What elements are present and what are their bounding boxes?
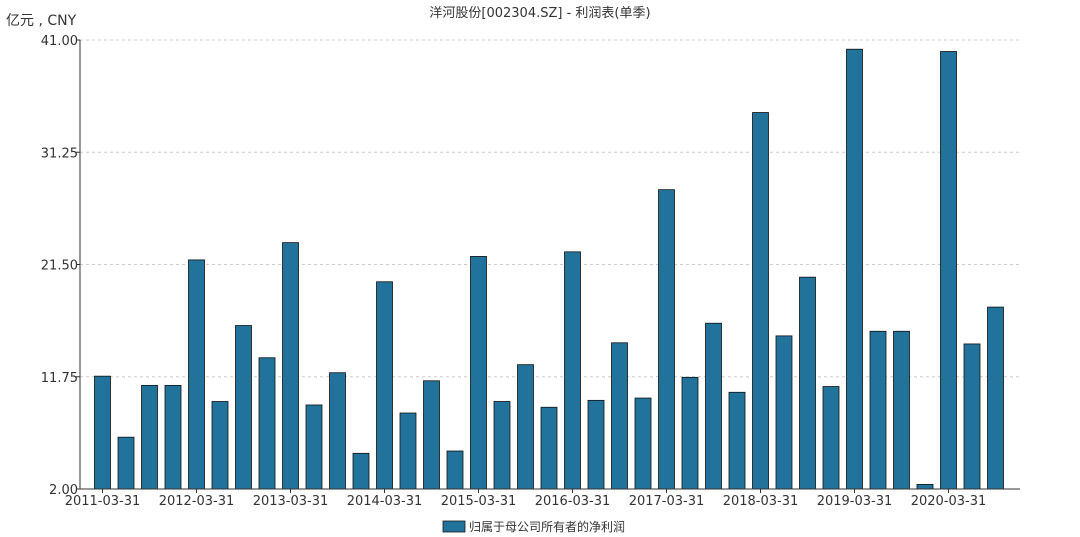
bar-2013-12-31 (352, 452, 370, 490)
x-tick-label: 2013-03-31 (253, 494, 329, 509)
bar-2019-09-30 (893, 330, 910, 490)
x-tick-label: 2015-03-31 (441, 494, 517, 509)
bar-2017-09-30 (705, 322, 722, 490)
gridlines (80, 39, 1020, 378)
unit-label: 亿元 , CNY (6, 13, 77, 29)
x-tick-label: 2017-03-31 (629, 494, 705, 509)
bar-2020-03-31 (940, 51, 957, 490)
bar-2012-06-30 (211, 401, 229, 490)
y-tick-label: 2.00 (49, 483, 78, 498)
bar-2013-09-30 (329, 372, 346, 490)
bar-2013-03-31 (282, 242, 299, 490)
bar-2016-03-31 (564, 251, 581, 490)
bar-2015-06-30 (493, 401, 511, 490)
y-tick-label: 31.25 (41, 146, 78, 161)
bar-2011-03-31 (94, 375, 111, 490)
legend[interactable]: 归属于母公司所有者的净利润 (442, 519, 625, 534)
chart-title: 洋河股份[002304.SZ] - 利润表(单季) (429, 6, 650, 21)
x-tick-label: 2016-03-31 (535, 494, 611, 509)
bar-2018-09-30 (799, 276, 816, 490)
bar-2019-03-31 (846, 48, 863, 490)
bar-2014-12-31 (446, 450, 464, 490)
x-tick-label: 2018-03-31 (723, 494, 799, 509)
bar-2018-06-30 (775, 335, 793, 490)
bar-2014-06-30 (399, 412, 417, 490)
x-tick-label: 2019-03-31 (817, 494, 893, 509)
bar-2011-12-31 (164, 384, 182, 490)
bar-2012-09-30 (235, 325, 252, 490)
bars (94, 48, 1004, 490)
bar-2019-12-31 (916, 483, 934, 490)
bar-2018-03-31 (752, 112, 769, 490)
bar-2019-06-30 (869, 330, 887, 490)
bar-2015-09-30 (517, 364, 534, 490)
bar-2011-09-30 (141, 384, 158, 490)
legend-swatch (442, 520, 466, 533)
y-tick-label: 21.50 (41, 259, 78, 274)
bar-2018-12-31 (822, 386, 840, 490)
bar-2016-12-31 (634, 397, 652, 490)
bar-2020-09-30 (987, 306, 1004, 490)
bar-2013-06-30 (305, 404, 323, 490)
bar-2012-03-31 (188, 259, 205, 490)
x-tick-label: 2014-03-31 (347, 494, 423, 509)
bar-2017-12-31 (728, 391, 746, 490)
bar-2017-06-30 (681, 376, 699, 490)
x-axis: 2011-03-31 2012-03-31 2013-03-31 2014-03-31… (65, 488, 1020, 509)
y-tick-label: 11.75 (41, 371, 78, 386)
bar-2011-06-30 (117, 436, 135, 490)
bar-2014-03-31 (376, 281, 393, 490)
x-tick-label: 2011-03-31 (65, 494, 141, 509)
bar-2017-03-31 (658, 189, 675, 490)
y-axis: 2.00 11.75 21.50 31.25 41.00 (41, 34, 81, 498)
bar-2020-06-30 (963, 343, 981, 490)
bar-2012-12-31 (258, 357, 276, 490)
x-tick-label: 2020-03-31 (911, 494, 987, 509)
x-tick-label: 2012-03-31 (159, 494, 235, 509)
legend-label: 归属于母公司所有者的净利润 (469, 519, 625, 534)
bar-2014-09-30 (423, 380, 440, 490)
bar-2016-09-30 (611, 342, 628, 490)
bar-2015-12-31 (540, 406, 558, 490)
bar-2015-03-31 (470, 256, 487, 490)
bar-2016-06-30 (587, 399, 605, 490)
y-tick-label: 41.00 (41, 34, 78, 49)
